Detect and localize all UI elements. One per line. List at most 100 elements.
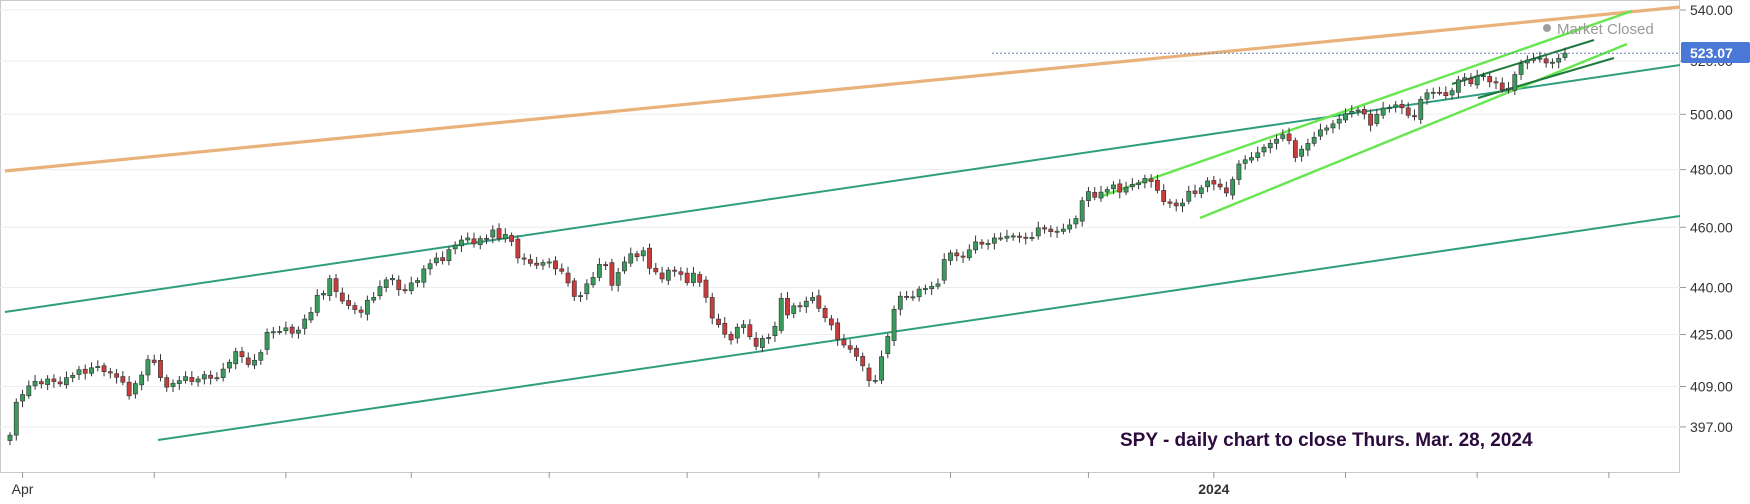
candle-body [339, 292, 345, 302]
candle-body [1387, 107, 1392, 110]
chart-annotation: SPY - daily chart to close Thurs. Mar. 2… [1120, 430, 1533, 451]
wedge-upper-light-line [1101, 9, 1633, 198]
candle-body [716, 318, 721, 325]
candle-body [1399, 104, 1405, 109]
candle-body [1336, 118, 1342, 124]
candle-body [415, 280, 420, 283]
candle-body [1136, 182, 1141, 185]
candle-body [634, 253, 640, 258]
candle-body [421, 268, 427, 283]
candle-body [728, 333, 734, 341]
candle-body [596, 264, 602, 278]
candle-body [584, 283, 590, 295]
candle-body [772, 325, 778, 337]
candle-body [509, 235, 514, 242]
candle-body [1123, 186, 1129, 193]
candle-body [722, 322, 728, 335]
candle-body [183, 376, 188, 381]
candle-body [1474, 75, 1480, 86]
candle-body [101, 365, 107, 373]
candle-body [1499, 82, 1505, 91]
candle-body [333, 278, 339, 292]
candle-body [1223, 187, 1229, 194]
candle-body [1443, 92, 1449, 97]
candle-body [308, 312, 314, 321]
candle-body [82, 368, 88, 374]
market-status-text: Market Closed [1557, 21, 1654, 38]
candle-body [841, 339, 847, 346]
candle-body [697, 274, 703, 283]
candle-body [107, 371, 113, 374]
candle-body [64, 377, 69, 386]
candle-body [32, 380, 38, 387]
candle-body [1261, 146, 1267, 153]
candle-body [176, 380, 182, 384]
candle-body [1167, 201, 1173, 204]
candle-body [741, 324, 746, 328]
candle-body [565, 272, 571, 284]
candle-body [1142, 178, 1148, 184]
candle-body [7, 434, 13, 441]
candle-body [1098, 191, 1104, 199]
candle-body [490, 229, 496, 238]
candle-body [321, 293, 326, 296]
candle-body [471, 238, 477, 245]
candle-body [891, 308, 897, 341]
candle-body [991, 237, 997, 244]
candle-body [158, 360, 163, 378]
candle-body [910, 296, 916, 299]
y-tick-label: 440.00 [1690, 280, 1733, 296]
candle-body [941, 259, 947, 281]
candle-body [296, 329, 301, 334]
candle-body [1524, 59, 1530, 64]
candle-body [966, 249, 972, 259]
candle-body [1180, 202, 1185, 207]
candle-body [1318, 129, 1323, 137]
candle-body [1550, 61, 1555, 64]
candle-body [923, 288, 928, 290]
candle-body [1493, 81, 1499, 84]
candle-body [327, 278, 333, 296]
candle-body [1192, 190, 1198, 194]
candle-body [854, 347, 859, 357]
candle-body [1211, 180, 1217, 185]
candle-body [948, 252, 953, 261]
candle-body [352, 305, 358, 310]
candle-body [1543, 58, 1549, 64]
candle-body [590, 277, 596, 286]
candle-body [377, 286, 383, 297]
trendlines [4, 5, 1681, 441]
candle-body [446, 249, 452, 261]
y-tick-label: 540.00 [1690, 2, 1733, 18]
candle-body [1343, 113, 1348, 121]
candle-body [1311, 136, 1317, 144]
candle-body [973, 241, 978, 251]
candle-body [1249, 157, 1254, 161]
candle-body [684, 272, 690, 283]
candle-body [885, 336, 891, 354]
candle-body [1506, 87, 1511, 90]
y-tick-label: 425.00 [1690, 327, 1733, 343]
candle-body [816, 295, 822, 309]
candle-body [1155, 179, 1160, 191]
lower-channel-line [157, 215, 1681, 441]
candle-body [609, 262, 615, 286]
candle-body [1117, 183, 1123, 193]
candle-body [766, 337, 772, 339]
candle-body [1029, 237, 1035, 239]
candle-body [1129, 184, 1135, 188]
candle-body [1004, 235, 1010, 239]
candle-body [502, 234, 508, 240]
candle-body [496, 228, 502, 240]
y-tick-label: 397.00 [1690, 419, 1733, 435]
candle-body [427, 263, 433, 270]
candle-body [1067, 224, 1073, 230]
candle-body [114, 373, 119, 378]
candle-body [220, 368, 226, 378]
candle-body [1361, 109, 1367, 115]
candle-body [364, 299, 370, 315]
candle-body [1054, 230, 1060, 233]
candle-body [791, 305, 797, 314]
candle-body [916, 288, 922, 298]
candle-body [189, 377, 195, 382]
